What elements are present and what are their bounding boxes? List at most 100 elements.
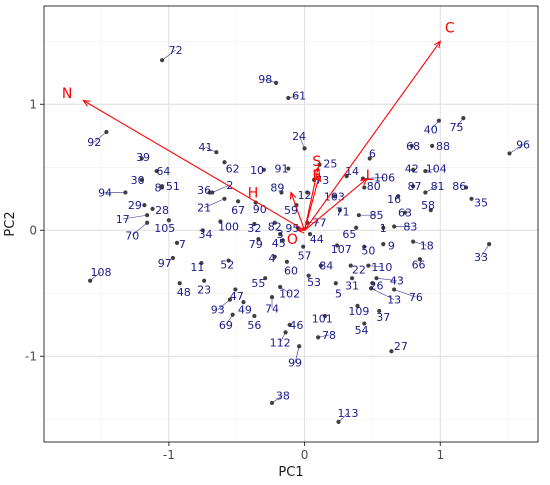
point-label-102: 102 <box>279 287 300 300</box>
vector-head-H <box>289 191 297 200</box>
x-tick-label: 0 <box>301 448 309 462</box>
point-label-103: 103 <box>324 190 345 203</box>
point-104 <box>423 168 428 174</box>
point-3 <box>278 231 283 237</box>
point-label-18: 18 <box>420 239 434 252</box>
point-label-106: 106 <box>374 171 395 184</box>
point-label-38: 38 <box>276 389 290 402</box>
point-label-33: 33 <box>474 251 488 264</box>
vector-label-O: O <box>287 232 298 248</box>
point-label-6: 6 <box>369 147 376 160</box>
label-leader-81 <box>425 185 438 193</box>
point-51 <box>159 185 165 190</box>
point-label-113: 113 <box>338 407 359 420</box>
point-39 <box>139 156 144 161</box>
point-83 <box>392 224 397 229</box>
point-label-63: 63 <box>398 207 412 220</box>
point-label-96: 96 <box>516 139 530 152</box>
point-label-11: 11 <box>190 261 204 274</box>
point-label-76: 76 <box>409 291 423 304</box>
y-tick-label: -1 <box>25 349 37 363</box>
point-label-105: 105 <box>154 222 175 235</box>
point-label-50: 50 <box>361 244 375 257</box>
point-17 <box>145 213 150 218</box>
point-55 <box>263 276 268 281</box>
point-label-83: 83 <box>403 221 417 234</box>
point-label-23: 23 <box>197 284 211 297</box>
point-label-16: 16 <box>387 193 401 206</box>
point-30 <box>139 177 144 182</box>
point-9 <box>381 242 386 247</box>
point-label-79: 79 <box>249 238 263 251</box>
label-leader-18 <box>413 241 427 246</box>
point-72 <box>159 58 165 63</box>
point-34 <box>200 228 205 233</box>
point-93 <box>227 297 233 302</box>
point-89 <box>279 190 284 195</box>
label-leader-92 <box>93 131 107 143</box>
point-94 <box>123 190 128 195</box>
point-82 <box>272 220 277 225</box>
point-label-3: 3 <box>277 228 284 241</box>
point-label-31: 31 <box>345 280 359 293</box>
point-label-68: 68 <box>406 140 420 153</box>
point-label-107: 107 <box>331 243 352 256</box>
label-leader-13 <box>370 287 395 300</box>
point-label-82: 82 <box>268 221 282 234</box>
point-label-43: 43 <box>390 275 404 288</box>
point-label-36: 36 <box>197 184 211 197</box>
y-tick-label: 0 <box>29 223 37 237</box>
point-label-45: 45 <box>272 237 286 250</box>
label-leader-93 <box>217 299 231 310</box>
point-label-32: 32 <box>247 222 261 235</box>
point-label-61: 61 <box>292 89 306 102</box>
point-label-99: 99 <box>288 357 302 370</box>
point-80 <box>362 185 367 190</box>
vector-label-H: H <box>248 185 259 201</box>
point-label-55: 55 <box>251 277 265 290</box>
point-54 <box>362 321 367 326</box>
point-label-56: 56 <box>247 319 261 332</box>
vector-C <box>304 40 441 231</box>
point-88 <box>430 143 435 148</box>
point-label-84: 84 <box>319 260 333 273</box>
point-27 <box>389 349 394 354</box>
point-label-51: 51 <box>166 180 180 193</box>
point-label-26: 26 <box>370 280 384 293</box>
point-12 <box>305 190 310 195</box>
point-label-77: 77 <box>313 217 327 230</box>
point-label-93: 93 <box>211 304 225 317</box>
point-29 <box>142 202 147 208</box>
point-label-1: 1 <box>380 222 387 235</box>
vector-head-S <box>313 165 321 175</box>
point-label-85: 85 <box>370 209 384 222</box>
point-37 <box>377 308 382 314</box>
point-66 <box>417 257 423 262</box>
point-label-42: 42 <box>405 163 419 176</box>
point-13 <box>368 286 374 291</box>
point-63 <box>402 210 408 215</box>
point-81 <box>423 190 428 195</box>
point-10 <box>261 167 266 172</box>
vector-L <box>304 178 368 231</box>
point-label-108: 108 <box>91 266 112 279</box>
point-label-112: 112 <box>270 336 291 349</box>
point-label-57: 57 <box>298 250 312 263</box>
point-70 <box>145 220 150 225</box>
point-98 <box>273 80 279 85</box>
point-label-74: 74 <box>265 302 279 315</box>
point-label-22: 22 <box>352 263 366 276</box>
point-24 <box>302 146 307 151</box>
point-62 <box>222 160 227 165</box>
point-58 <box>428 208 433 213</box>
point-85 <box>356 213 361 218</box>
point-label-97: 97 <box>158 257 172 270</box>
point-101 <box>322 313 328 319</box>
point-label-110: 110 <box>371 261 392 274</box>
point-label-89: 89 <box>270 181 284 194</box>
point-label-66: 66 <box>412 258 426 271</box>
point-31 <box>349 276 355 281</box>
point-label-37: 37 <box>376 311 390 324</box>
